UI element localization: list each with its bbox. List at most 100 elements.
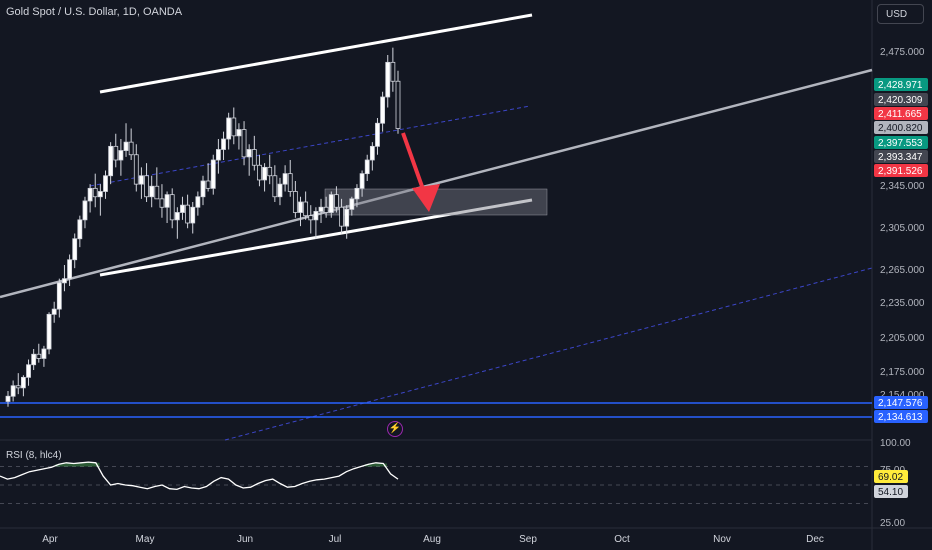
candle: [292, 181, 298, 218]
candle: [62, 265, 67, 292]
price-badge: 2,391.526: [874, 164, 928, 177]
rsi-line: [0, 461, 399, 491]
price-tick-label: 2,265.000: [880, 265, 925, 276]
svg-text:2,411.665: 2,411.665: [878, 109, 922, 120]
candle: [395, 70, 401, 134]
candle: [31, 349, 37, 370]
candle: [236, 123, 242, 150]
rsi-badge: 54.10: [874, 485, 908, 498]
price-badge: 2,393.347: [874, 150, 928, 163]
candle: [215, 139, 221, 174]
candle: [67, 254, 72, 286]
candle: [195, 191, 201, 216]
projection-arrow[interactable]: [401, 132, 440, 212]
candle: [20, 375, 26, 397]
rsi-tick-label: 25.00: [880, 518, 905, 529]
candle: [72, 233, 78, 269]
candle: [10, 380, 16, 402]
candlestick-series: [5, 47, 401, 407]
lightning-icon[interactable]: ⚡: [387, 421, 403, 437]
candle: [334, 186, 339, 213]
candle: [128, 128, 134, 160]
candle: [210, 154, 216, 195]
candle: [308, 205, 314, 234]
svg-text:2,420.309: 2,420.309: [878, 95, 923, 106]
candle: [221, 131, 226, 160]
candle: [123, 123, 129, 157]
time-axis-label: Apr: [42, 534, 58, 545]
currency-button[interactable]: USD: [877, 4, 924, 24]
channel-top-upper-line[interactable]: [99, 13, 533, 94]
candle: [36, 343, 42, 363]
time-axis[interactable]: Apr May Jun Jul Aug Sep Oct Nov Dec: [42, 534, 824, 545]
candle: [272, 165, 278, 202]
candle: [267, 154, 273, 185]
candle: [380, 91, 386, 132]
candle: [246, 144, 252, 176]
candle: [46, 312, 52, 355]
rsi-tick-label: 100.00: [880, 438, 911, 449]
candle: [251, 135, 257, 171]
candle: [226, 112, 232, 150]
candle: [277, 177, 283, 206]
candle: [26, 359, 31, 386]
symbol-title[interactable]: Gold Spot / U.S. Dollar, 1D, OANDA: [6, 6, 183, 18]
candle: [385, 55, 391, 108]
candle: [133, 144, 139, 192]
price-badges: 2,428.971 2,420.309 2,411.665 2,400.820 2,39…: [874, 78, 928, 498]
candle: [241, 121, 247, 166]
candle: [369, 142, 375, 171]
candle: [5, 391, 11, 407]
candle: [287, 160, 293, 197]
blue-dashed-midline[interactable]: [89, 105, 531, 187]
rsi-legend[interactable]: RSI (8, hlc4): [6, 450, 62, 461]
candle: [103, 170, 108, 199]
candle: [51, 301, 57, 323]
candle: [139, 167, 144, 199]
price-badge: 2,397.553: [874, 136, 928, 149]
candle: [298, 196, 303, 227]
candle: [108, 142, 114, 185]
candle: [349, 196, 355, 216]
candle: [87, 184, 93, 213]
svg-text:54.10: 54.10: [878, 487, 903, 498]
time-axis-label: Oct: [614, 534, 630, 545]
candle: [149, 175, 155, 208]
candle: [164, 191, 170, 223]
time-axis-label: Sep: [519, 534, 537, 545]
time-axis-label: Nov: [713, 534, 731, 545]
candle: [313, 207, 319, 239]
time-axis-label: Jul: [329, 534, 342, 545]
candle: [231, 107, 237, 145]
candle: [169, 188, 175, 229]
candle: [205, 163, 211, 192]
svg-text:2,400.820: 2,400.820: [878, 123, 923, 134]
time-axis-label: Dec: [806, 534, 824, 545]
price-tick-label: 2,154.000: [880, 390, 925, 401]
price-badge: 2,428.971: [874, 78, 928, 91]
candle: [174, 207, 180, 239]
price-badge: 2,134.613: [874, 410, 928, 423]
candle: [41, 345, 47, 367]
price-badge: 2,411.665: [874, 107, 928, 120]
candle: [190, 202, 196, 234]
svg-text:2,397.553: 2,397.553: [878, 138, 923, 149]
svg-text:2,147.576: 2,147.576: [878, 398, 923, 409]
price-badge: 2,420.309: [874, 93, 928, 106]
candle: [364, 154, 370, 181]
candle: [159, 184, 165, 218]
time-axis-label: Aug: [423, 534, 441, 545]
candle: [82, 196, 88, 229]
svg-text:2,134.613: 2,134.613: [878, 412, 923, 423]
candle: [180, 196, 185, 220]
candle: [118, 139, 124, 176]
grey-support-trendline[interactable]: [0, 68, 873, 299]
price-tick-label: 2,235.000: [880, 298, 925, 309]
price-badge: 2,147.576: [874, 396, 928, 409]
candle: [77, 215, 83, 248]
svg-text:2,393.347: 2,393.347: [878, 152, 923, 163]
candle: [328, 191, 334, 218]
candle: [339, 198, 344, 234]
price-badge: 2,400.820: [874, 121, 928, 134]
